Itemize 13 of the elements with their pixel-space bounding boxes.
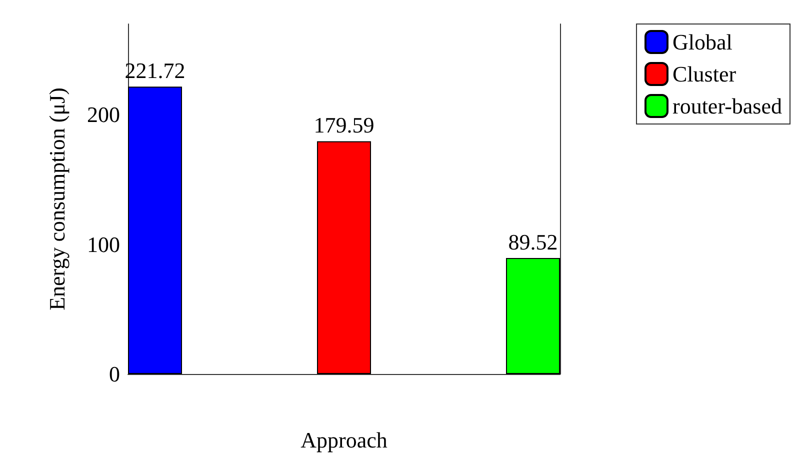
bar [317, 141, 371, 374]
legend-label: router-based [672, 94, 782, 118]
bar [506, 258, 560, 374]
y-tick-label: 100 [87, 232, 120, 257]
legend-label: Cluster [672, 62, 737, 86]
y-tick-label: 200 [87, 102, 120, 128]
y-axis-title: Energy consumption (μJ) [44, 88, 70, 310]
bar [128, 86, 182, 374]
y-tick-label: 0 [109, 362, 120, 386]
data-label: 179.59 [314, 112, 374, 138]
data-label: 89.52 [508, 229, 558, 254]
legend-label: Global [672, 30, 732, 54]
x-axis-title: Approach [300, 428, 388, 452]
